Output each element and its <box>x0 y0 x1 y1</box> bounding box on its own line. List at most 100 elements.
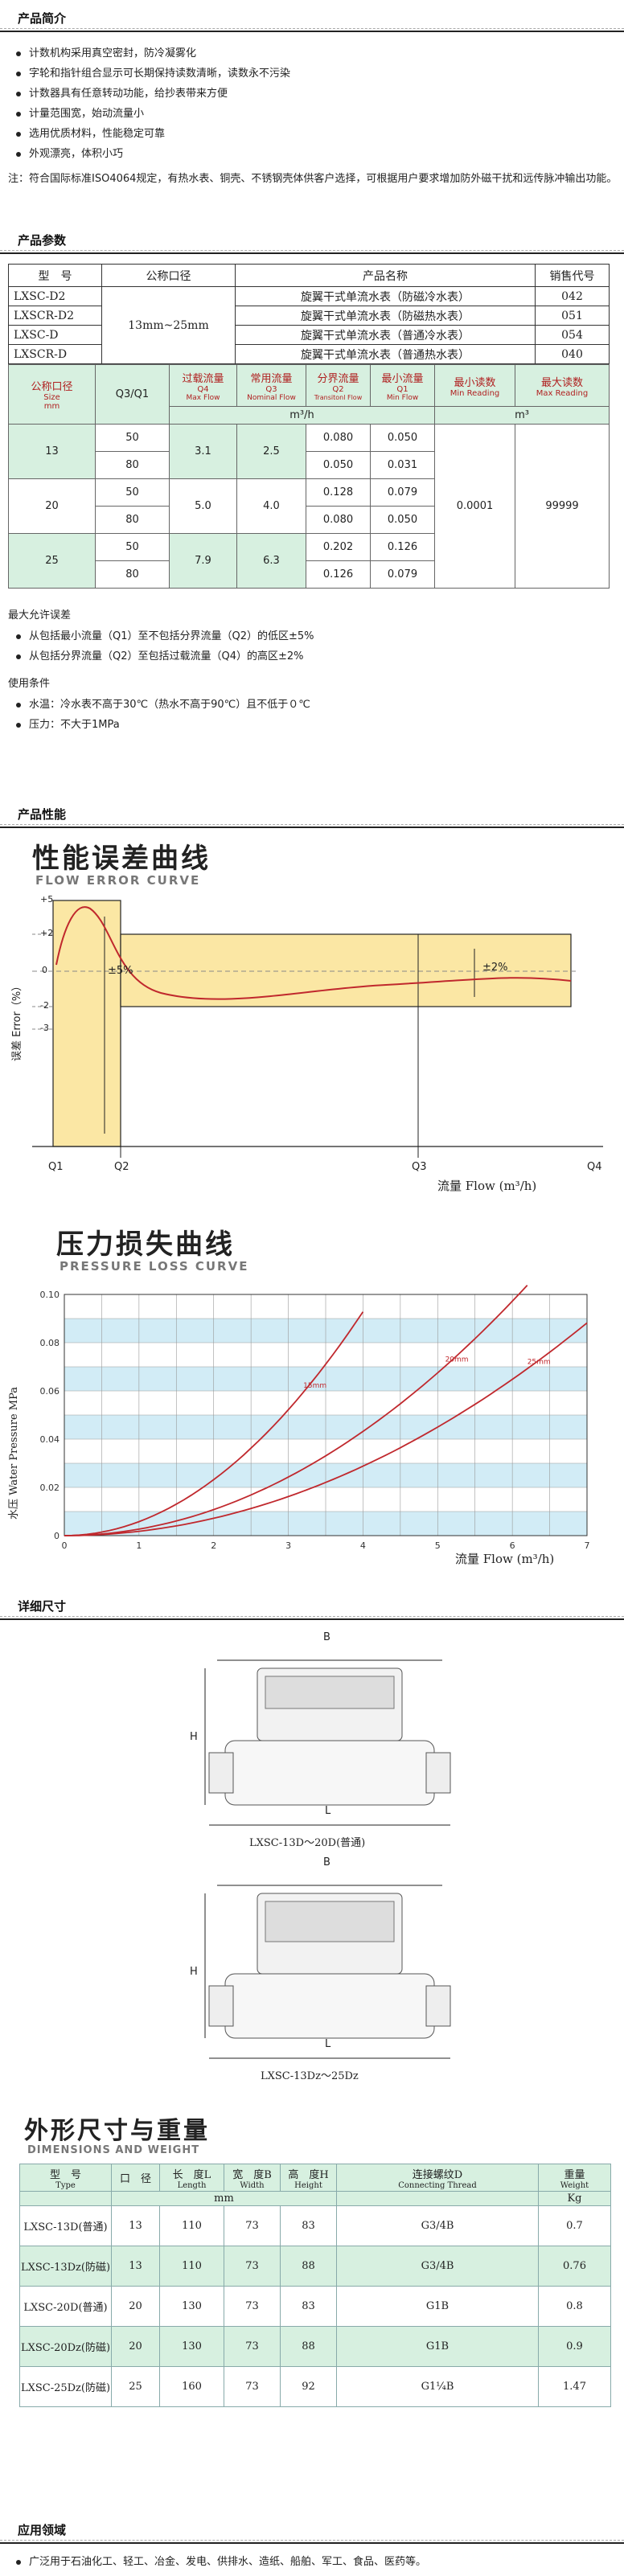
table-cell: 4.0 <box>236 478 306 534</box>
th-size-unit: mm <box>43 402 60 411</box>
y-tick: 0.10 <box>40 1290 60 1300</box>
intro-heading: 产品简介 <box>0 0 624 32</box>
y-tick: 0.02 <box>40 1483 60 1493</box>
list-item: 广泛用于石油化工、轻工、冶金、发电、供排水、造纸、船舶、军工、食品、医药等。 <box>16 2552 624 2572</box>
intro-note: 注：符合国际标准ISO4064规定，有热水表、铜壳、不锈钢壳体供客户选择，可根据… <box>8 173 618 185</box>
x-tick: 2 <box>211 1540 216 1551</box>
error-heading: 最大允许误差 <box>8 609 72 621</box>
table-cell: LXSC-25Dz(防磁) <box>19 2366 112 2407</box>
series-line <box>64 1311 364 1536</box>
th: 宽 度B <box>232 2168 272 2181</box>
unit: mm <box>111 2191 337 2206</box>
drawing-caption: LXSC-13Dz～25Dz <box>261 2070 359 2082</box>
list-item: 水温：冷水表不高于30℃（热水不高于90℃）且不低于０℃ <box>16 695 624 715</box>
table-cell: 0.080 <box>306 506 371 534</box>
dims-heading: 详细尺寸 <box>0 1588 624 1620</box>
table-cell: G3/4B <box>336 2246 539 2287</box>
th-q3: 常用流量 <box>250 372 293 385</box>
table-cell: 73 <box>224 2286 281 2327</box>
table-cell: G1B <box>336 2286 539 2327</box>
th: 高 度H <box>288 2168 329 2181</box>
y-tick: +5 <box>40 894 54 904</box>
app-heading: 应用领域 <box>0 2512 624 2544</box>
section-performance: 产品性能 性能误差曲线 FLOW ERROR CURVE 误差 Error（%）… <box>0 796 624 1584</box>
table-cell: 6.3 <box>236 533 306 589</box>
y-tick: 0 <box>42 965 47 975</box>
table-subtitle: DIMENSIONS AND WEIGHT <box>27 2144 200 2156</box>
x-label: 流量 Flow (m³/h) <box>437 1179 537 1193</box>
table-cell: LXSC-20D(普通) <box>19 2286 112 2327</box>
table-cell: 50 <box>95 478 170 507</box>
dim-H: H <box>190 1731 198 1743</box>
chart-subtitle: PRESSURE LOSS CURVE <box>60 1259 249 1274</box>
table-cell: 80 <box>95 560 170 589</box>
series-label: 25mm <box>528 1358 551 1366</box>
series-label: 20mm <box>445 1356 469 1364</box>
chart-subtitle: FLOW ERROR CURVE <box>35 873 201 888</box>
table-cell: 0.031 <box>370 451 435 479</box>
th-ratio: Q3/Q1 <box>95 364 170 425</box>
th-q1-en: Min Flow <box>386 393 419 402</box>
th-q1-sym: Q1 <box>396 384 408 394</box>
section-params: 产品参数 型 号公称口径 产品名称 销售代号 LXSC-D2 13mm~25mm 旋翼干… <box>0 222 624 735</box>
perf-heading: 产品性能 <box>0 796 624 828</box>
x-tick: 0 <box>62 1540 68 1551</box>
dim-L: L <box>325 2038 331 2050</box>
table-cell: 110 <box>159 2246 224 2287</box>
table-cell: 0.126 <box>370 533 435 561</box>
th-name: 产品名称 <box>235 264 536 287</box>
table-cell: 0.126 <box>306 560 371 589</box>
y-tick: +2 <box>40 928 54 938</box>
meter-drawing-magnetic <box>204 1885 451 2059</box>
flow-table: 公称口径 Size mm Q3/Q1 过载流量 Q4 Max Flow 常用流量 Q3 No… <box>8 364 610 589</box>
list-item: 从包括分界流量（Q2）至包括过载流量（Q4）的高区±2% <box>16 646 624 667</box>
list-item: 计数器具有任意转动功能，给抄表带来方便 <box>16 84 624 104</box>
th-model: 型 号 <box>8 264 102 287</box>
band-high <box>120 933 572 1007</box>
table-cell: 0.050 <box>370 506 435 534</box>
table-cell: G1¼B <box>336 2366 539 2407</box>
table-cell: 0.079 <box>370 478 435 507</box>
th-maxread-en: Max Reading <box>536 388 589 398</box>
y-tick: 0 <box>54 1531 60 1541</box>
drawing-caption: LXSC-13D～20D(普通) <box>249 1837 366 1849</box>
y-label: 水压 Water Pressure MPa <box>8 1386 20 1520</box>
table-cell: 20 <box>8 478 96 534</box>
x-tick: Q1 <box>48 1161 64 1173</box>
dim-B: B <box>323 1631 330 1643</box>
th-q1: 最小流量 <box>381 372 424 385</box>
y-tick: -3 <box>40 1023 49 1033</box>
error-curve-svg <box>32 900 603 1158</box>
table-cell: 92 <box>280 2366 337 2407</box>
table-cell: 110 <box>159 2205 224 2246</box>
table-cell: 0.9 <box>538 2326 611 2367</box>
table-cell: 0.050 <box>370 424 435 452</box>
table-cell: 83 <box>280 2205 337 2246</box>
th-en: Width <box>240 2180 265 2190</box>
error-curve <box>55 906 572 1000</box>
list-item: 从包括最小流量（Q1）至不包括分界流量（Q2）的低区±5% <box>16 626 624 646</box>
section-intro: 产品简介 计数机构采用真空密封，防冷凝雾化 字轮和指针组合显示可长期保持读数清晰… <box>0 0 624 214</box>
list-item: 外观漂亮，体积小巧 <box>16 144 624 164</box>
y-label: 误差 Error（%） <box>11 980 23 1061</box>
table-cell: 20 <box>111 2286 160 2327</box>
band-label-high: ±2% <box>482 962 508 974</box>
unit-flow: m³/h <box>169 406 435 425</box>
table-cell: 0.079 <box>370 560 435 589</box>
th-q4: 过载流量 <box>182 372 224 385</box>
table-cell: 73 <box>224 2366 281 2407</box>
pressure-loss-chart: 压力损失曲线 PRESSURE LOSS CURVE 0.10 0.08 0.06 0… <box>0 1206 624 1584</box>
table-cell: 0.050 <box>306 451 371 479</box>
table-cell: LXSCR-D2 <box>8 306 102 326</box>
table-cell: 13 <box>8 424 96 479</box>
th: 型 号 <box>49 2168 81 2181</box>
chart-title: 性能误差曲线 <box>32 843 211 875</box>
x-tick: 4 <box>360 1540 366 1551</box>
band-low <box>52 900 121 1147</box>
table-cell: 83 <box>280 2286 337 2327</box>
intro-bullets: 计数机构采用真空密封，防冷凝雾化 字轮和指针组合显示可长期保持读数清晰，读数永不… <box>0 32 624 164</box>
dimension-drawings <box>204 1659 451 2059</box>
table-cell: 旋翼干式单流水表（普通热水表） <box>235 344 536 364</box>
meter-drawing-normal <box>204 1659 451 1826</box>
table-cell: 130 <box>159 2286 224 2327</box>
